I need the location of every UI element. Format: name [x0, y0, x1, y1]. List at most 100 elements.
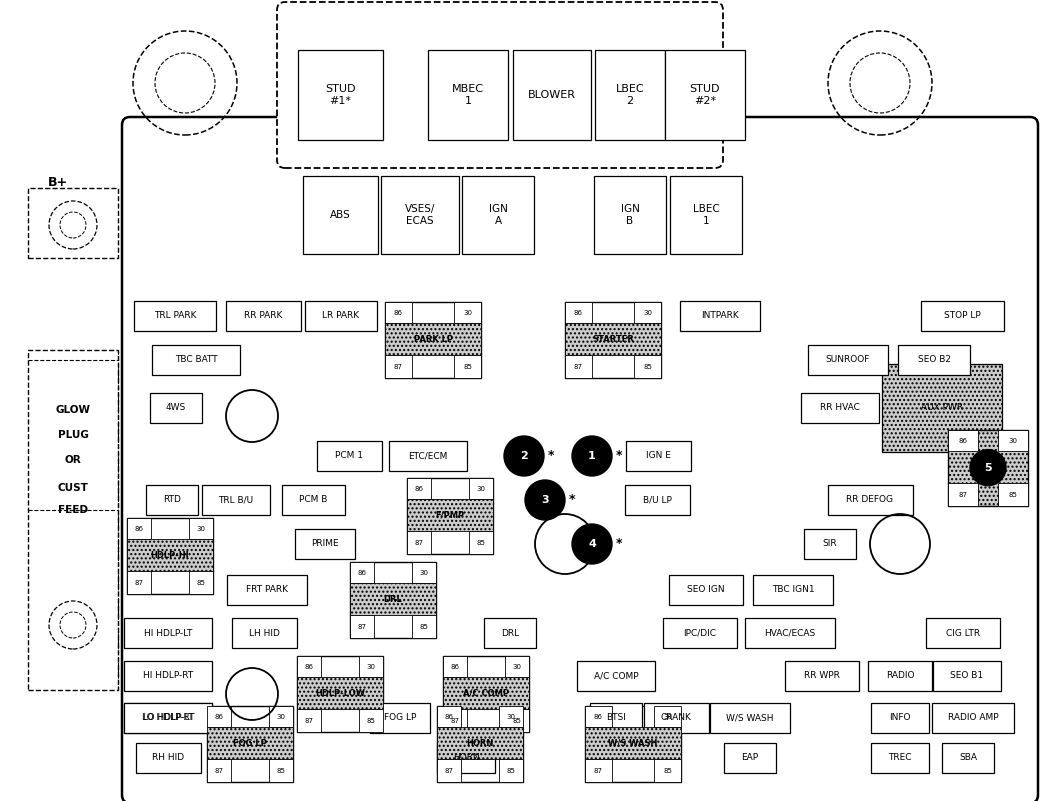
Bar	[350, 615, 374, 638]
Text: STOP LP: STOP LP	[943, 312, 980, 320]
Bar	[871, 703, 929, 733]
Bar	[505, 656, 529, 678]
Text: HORN: HORN	[452, 754, 480, 763]
Bar	[644, 703, 709, 733]
Text: 85: 85	[476, 540, 486, 545]
Bar	[135, 743, 200, 773]
Text: PARK LP: PARK LP	[414, 335, 452, 344]
Text: 86: 86	[959, 437, 967, 444]
Text: 30: 30	[366, 664, 376, 670]
Text: 30: 30	[643, 310, 652, 316]
Bar	[871, 743, 929, 773]
Text: TBC BATT: TBC BATT	[175, 356, 218, 364]
Circle shape	[504, 436, 544, 476]
Text: HI HDLP-RT: HI HDLP-RT	[142, 671, 193, 681]
Text: SUNROOF: SUNROOF	[826, 356, 870, 364]
Bar	[469, 478, 493, 499]
Bar	[370, 703, 430, 733]
Text: SBA: SBA	[959, 754, 977, 763]
Text: STARTER: STARTER	[592, 335, 633, 344]
Text: 86: 86	[215, 714, 224, 719]
Text: 5: 5	[984, 463, 992, 473]
Bar	[565, 302, 592, 324]
Bar	[663, 618, 737, 648]
Text: 30: 30	[463, 310, 472, 316]
Text: 85: 85	[197, 580, 205, 586]
Circle shape	[525, 480, 565, 520]
Bar	[127, 539, 213, 571]
Bar	[303, 176, 378, 254]
Text: A/C COMP: A/C COMP	[463, 689, 509, 698]
Bar	[577, 661, 655, 691]
Bar	[801, 393, 879, 423]
Text: 86: 86	[450, 664, 460, 670]
Bar	[316, 441, 381, 471]
Text: A/C COMP: A/C COMP	[594, 671, 639, 681]
Bar	[926, 618, 1000, 648]
Bar	[634, 302, 661, 324]
Text: RR WPR: RR WPR	[804, 671, 840, 681]
Bar	[282, 485, 344, 515]
Text: 85: 85	[276, 767, 286, 774]
Bar	[882, 364, 1002, 452]
Bar	[585, 706, 681, 782]
Bar	[948, 430, 1028, 506]
Text: SIR: SIR	[823, 540, 838, 549]
Text: INTPARK: INTPARK	[701, 312, 739, 320]
Text: 87: 87	[415, 540, 424, 545]
Text: LBEC
2: LBEC 2	[616, 84, 644, 106]
Text: W/S WASH: W/S WASH	[608, 739, 658, 748]
Text: F/PMP: F/PMP	[436, 511, 465, 520]
Bar	[565, 355, 592, 378]
Bar	[297, 709, 321, 732]
Text: 30: 30	[476, 485, 486, 492]
Text: FRT PARK: FRT PARK	[246, 586, 288, 594]
Text: SEO IGN: SEO IGN	[687, 586, 725, 594]
Text: *: *	[548, 449, 555, 462]
Bar	[443, 656, 529, 732]
Bar	[207, 727, 293, 759]
Text: 86: 86	[357, 570, 366, 576]
Text: 1: 1	[588, 451, 596, 461]
Text: IGN
A: IGN A	[489, 204, 508, 226]
Bar	[499, 706, 524, 727]
Bar	[407, 478, 431, 499]
Text: 4: 4	[588, 539, 596, 549]
Bar	[654, 759, 681, 782]
Bar	[297, 678, 383, 709]
Bar	[634, 355, 661, 378]
Bar	[297, 50, 382, 140]
Text: 85: 85	[513, 718, 521, 723]
Text: RH HID: RH HID	[152, 754, 184, 763]
Text: *: *	[616, 449, 623, 462]
Bar	[150, 393, 202, 423]
Text: ABS: ABS	[330, 210, 351, 220]
Text: 87: 87	[450, 718, 460, 723]
Text: BTSI: BTSI	[606, 714, 626, 723]
Text: HDLP-HI: HDLP-HI	[151, 551, 190, 560]
Bar	[585, 706, 611, 727]
Text: B/U LP: B/U LP	[643, 496, 671, 505]
Text: 87: 87	[305, 718, 313, 723]
Bar	[297, 656, 383, 732]
Text: FOG LP: FOG LP	[233, 739, 267, 748]
Text: 87: 87	[357, 624, 366, 630]
Bar	[808, 345, 888, 375]
Text: RTD: RTD	[163, 496, 181, 505]
Bar	[804, 529, 856, 559]
Bar	[998, 483, 1028, 506]
Bar	[411, 615, 436, 638]
Bar	[723, 743, 776, 773]
Text: HI HDLP-LT: HI HDLP-LT	[143, 629, 193, 638]
Bar	[505, 709, 529, 732]
Bar	[437, 743, 495, 773]
Bar	[411, 562, 436, 583]
Text: 87: 87	[594, 767, 603, 774]
Bar	[305, 301, 377, 331]
Bar	[124, 661, 211, 691]
Bar	[868, 661, 932, 691]
Bar	[443, 678, 529, 709]
Bar	[127, 518, 213, 594]
Text: 86: 86	[135, 525, 143, 532]
Text: 30: 30	[507, 714, 515, 719]
